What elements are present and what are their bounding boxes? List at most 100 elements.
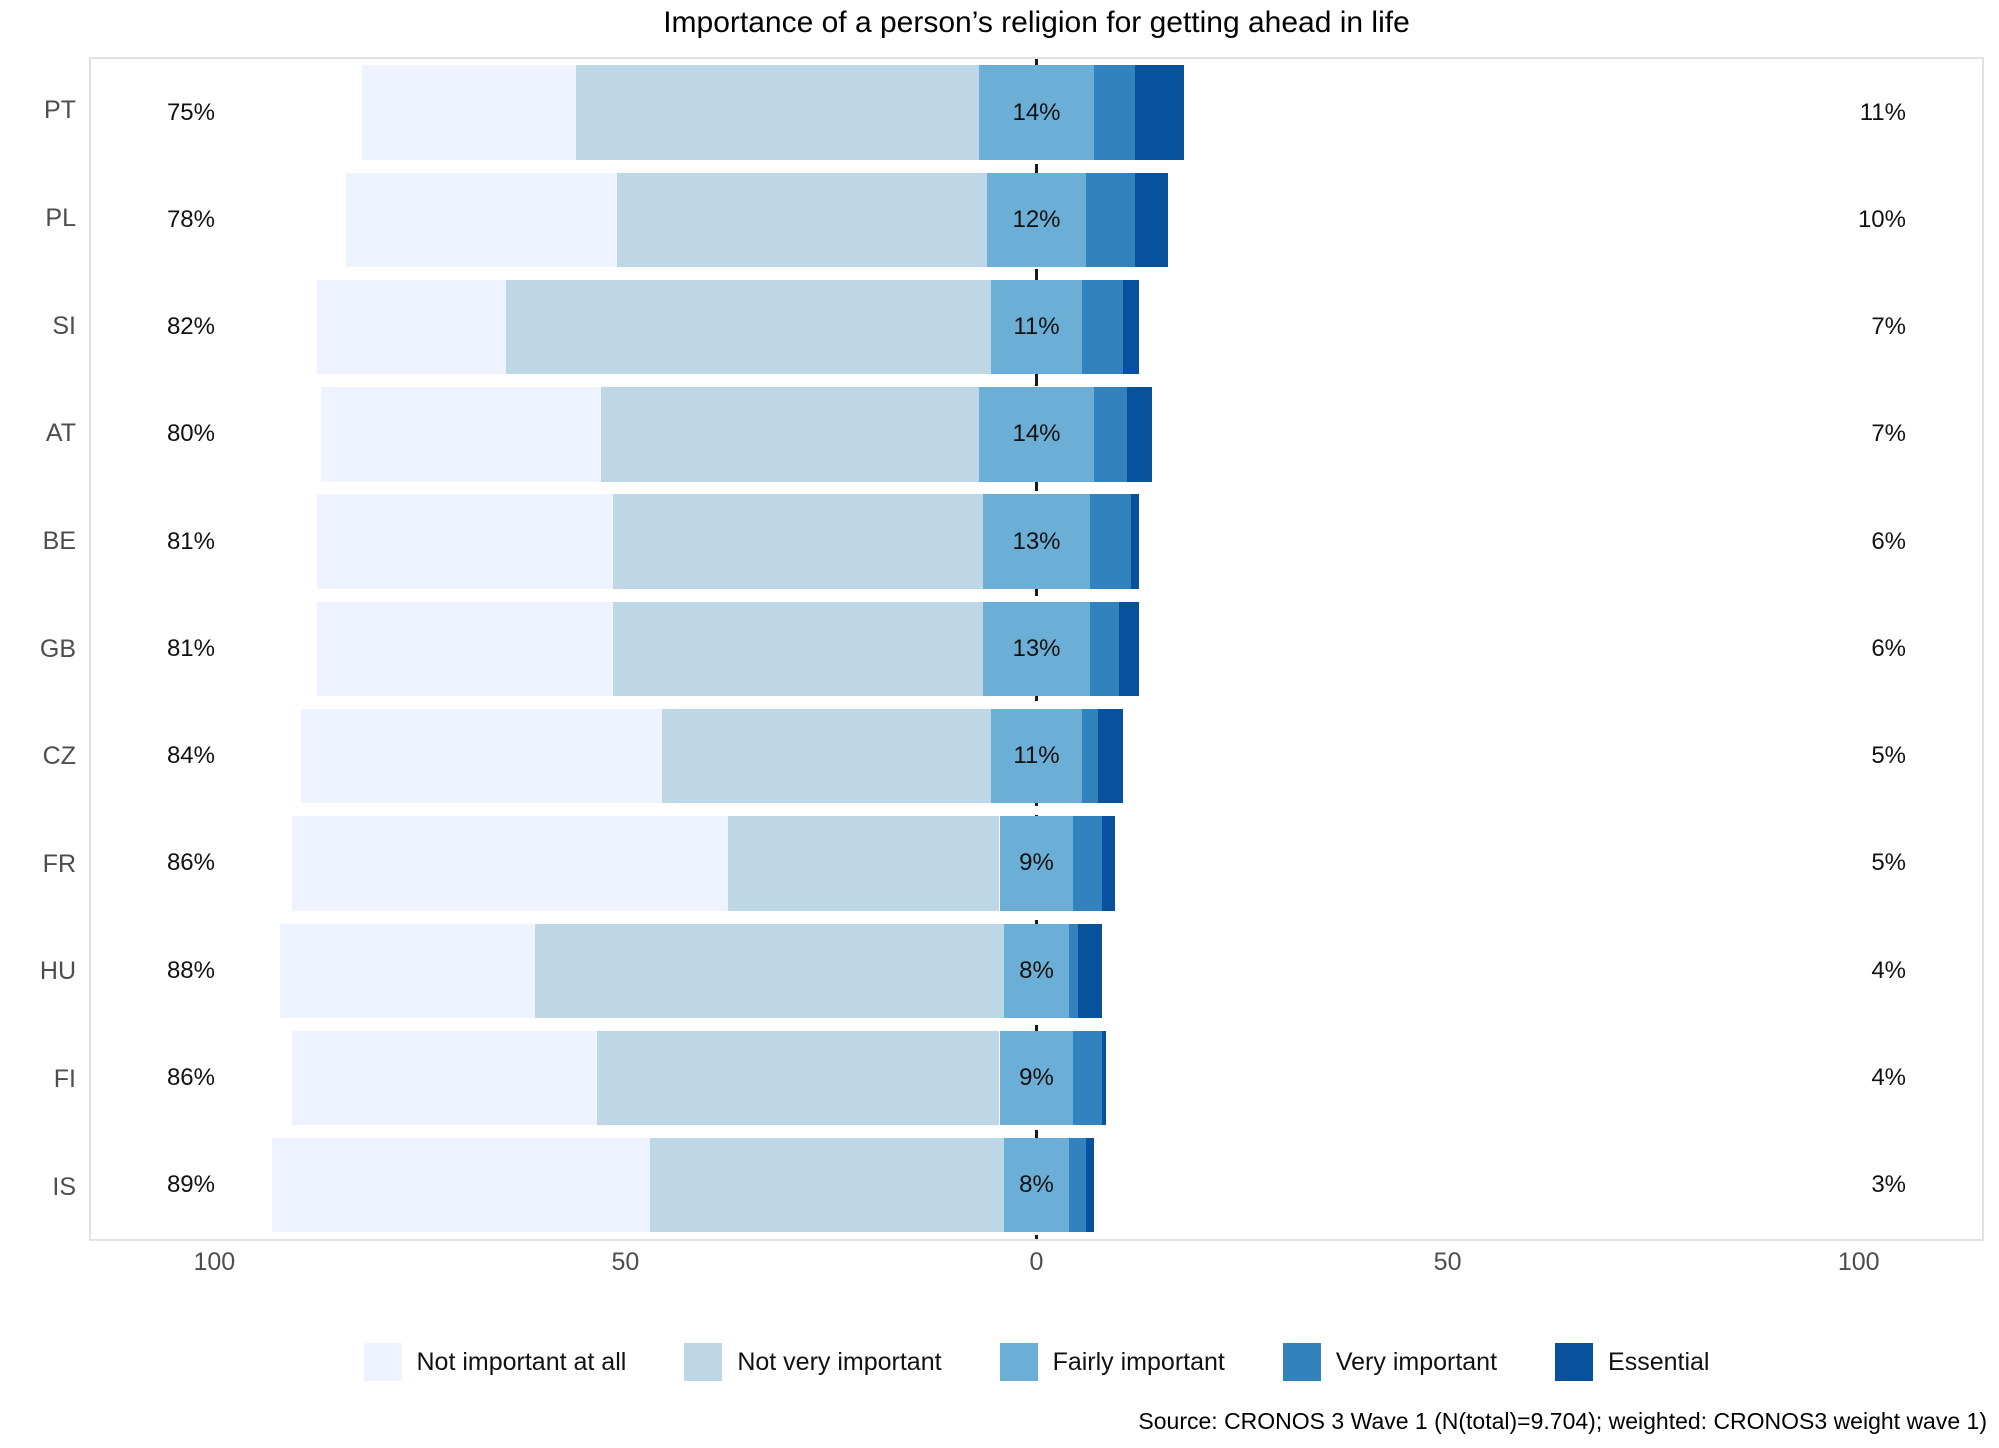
- bar-segment-essential: [1102, 1030, 1107, 1126]
- center-label: 8%: [1019, 956, 1054, 984]
- bar-row-gb: 81% 13% 6%: [91, 595, 1982, 702]
- bar-segment-very-important: [1069, 1138, 1086, 1233]
- left-total-label: 82%: [166, 313, 215, 341]
- right-total-label: 5%: [1871, 849, 1906, 877]
- bar-segment-very-important: [1089, 601, 1119, 697]
- bar-segment-not-important-at-all: [317, 494, 614, 589]
- legend-label: Not very important: [737, 1347, 942, 1376]
- legend-swatch: [1555, 1343, 1594, 1381]
- center-label: 8%: [1019, 1171, 1054, 1199]
- left-total-label: 86%: [166, 1064, 215, 1092]
- bar-segment-not-important-at-all: [321, 387, 601, 482]
- bar-row-hu: 88% 8% 4%: [91, 917, 1982, 1024]
- bar-segment-fairly-important: [1003, 1138, 1070, 1233]
- bar-segment-not-very-important: [576, 65, 979, 160]
- country-label-pt: PT: [44, 96, 76, 125]
- bar-segment-fairly-important: [1003, 923, 1070, 1018]
- left-total-label: 88%: [166, 956, 215, 984]
- bar-segment-very-important: [1081, 709, 1099, 804]
- bar-segment-essential: [1135, 65, 1185, 160]
- right-total-label: 3%: [1871, 1171, 1906, 1199]
- country-label-cz: CZ: [42, 742, 76, 771]
- country-label-fi: FI: [53, 1065, 76, 1094]
- bar-segment-not-very-important: [506, 279, 992, 375]
- left-total-label: 89%: [166, 1171, 215, 1199]
- center-label: 9%: [1019, 1064, 1054, 1092]
- right-total-label: 7%: [1871, 420, 1906, 448]
- bar-segment-not-very-important: [662, 709, 992, 804]
- legend-item-not-very-important: Not very important: [684, 1343, 942, 1381]
- bar-segment-not-important-at-all: [292, 1030, 597, 1126]
- legend-label: Very important: [1335, 1347, 1498, 1376]
- legend-label: Essential: [1608, 1347, 1710, 1376]
- legend-swatch: [684, 1343, 723, 1381]
- bar-segment-not-important-at-all: [300, 709, 663, 804]
- bar-segment-fairly-important: [978, 65, 1095, 160]
- bar-row-cz: 84% 11% 5%: [91, 703, 1982, 810]
- center-label: 11%: [1013, 742, 1060, 770]
- bar-segment-fairly-important: [983, 601, 1090, 697]
- left-total-label: 75%: [166, 98, 215, 126]
- bar-segment-fairly-important: [999, 816, 1074, 911]
- chart-title: Importance of a person’s religion for ge…: [663, 6, 1410, 39]
- center-label: 13%: [1012, 527, 1061, 555]
- right-total-label: 6%: [1871, 634, 1906, 662]
- right-total-label: 4%: [1871, 956, 1906, 984]
- country-label-si: SI: [52, 311, 76, 340]
- center-label: 9%: [1019, 849, 1054, 877]
- bar-row-fi: 86% 9% 4%: [91, 1024, 1982, 1131]
- x-tick-label: 100: [193, 1248, 236, 1276]
- bar-row-pt: 75% 14% 11%: [91, 59, 1982, 166]
- bar-rows: 75% 14% 11% 78% 12% 10% 82% 11% 7% 80% 14% 7% 81% 13%…: [91, 59, 1982, 1239]
- legend-label: Not important at all: [416, 1347, 627, 1376]
- bar-segment-not-very-important: [600, 387, 979, 482]
- plot-panel: 75% 14% 11% 78% 12% 10% 82% 11% 7% 80% 14% 7% 81% 13%…: [89, 57, 1984, 1241]
- bar-segment-not-important-at-all: [317, 279, 507, 375]
- bar-segment-very-important: [1094, 387, 1127, 482]
- bar-segment-essential: [1098, 709, 1123, 804]
- bar-segment-not-important-at-all: [280, 923, 535, 1018]
- right-total-label: 5%: [1871, 742, 1906, 770]
- bar-segment-very-important: [1081, 279, 1123, 375]
- x-tick-label: 100: [1837, 1248, 1880, 1276]
- bar-row-be: 81% 13% 6%: [91, 488, 1982, 595]
- bar-segment-not-important-at-all: [345, 172, 618, 268]
- bar-segment-very-important: [1094, 65, 1136, 160]
- x-tick-label: 50: [1433, 1248, 1462, 1276]
- bar-row-fr: 86% 9% 5%: [91, 810, 1982, 917]
- center-label: 12%: [1012, 205, 1061, 233]
- country-label-at: AT: [45, 419, 76, 448]
- left-total-label: 80%: [166, 420, 215, 448]
- country-label-be: BE: [42, 526, 76, 555]
- bar-segment-essential: [1131, 494, 1140, 589]
- bar-segment-essential: [1085, 1138, 1095, 1233]
- center-label: 11%: [1013, 313, 1060, 341]
- left-total-label: 86%: [166, 849, 215, 877]
- center-label: 14%: [1012, 420, 1061, 448]
- legend-label: Fairly important: [1052, 1347, 1225, 1376]
- bar-segment-not-very-important: [617, 172, 988, 268]
- legend-swatch: [1282, 1343, 1321, 1381]
- legend-item-very-important: Very important: [1282, 1343, 1498, 1381]
- bar-row-is: 89% 8% 3%: [91, 1132, 1982, 1239]
- bar-segment-very-important: [1073, 1030, 1103, 1126]
- bar-segment-not-very-important: [613, 494, 984, 589]
- x-tick-label: 50: [611, 1248, 640, 1276]
- right-total-label: 6%: [1871, 527, 1906, 555]
- legend-item-fairly-important: Fairly important: [999, 1343, 1225, 1381]
- bar-row-pl: 78% 12% 10%: [91, 166, 1982, 273]
- center-label: 13%: [1012, 634, 1061, 662]
- bar-segment-not-very-important: [596, 1030, 1000, 1126]
- bar-segment-fairly-important: [991, 279, 1082, 375]
- bar-segment-essential: [1126, 387, 1152, 482]
- bar-segment-not-important-at-all: [271, 1138, 651, 1233]
- left-total-label: 84%: [166, 742, 215, 770]
- country-label-hu: HU: [39, 957, 76, 986]
- bar-segment-very-important: [1069, 923, 1078, 1018]
- country-label-is: IS: [52, 1172, 76, 1201]
- center-label: 14%: [1012, 98, 1061, 126]
- x-tick-label: 0: [1029, 1248, 1044, 1276]
- bar-segment-not-very-important: [613, 601, 984, 697]
- bar-segment-essential: [1122, 279, 1140, 375]
